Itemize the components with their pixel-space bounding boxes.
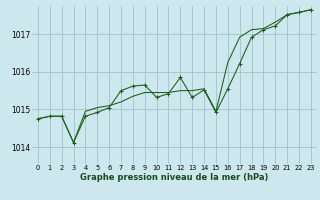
- X-axis label: Graphe pression niveau de la mer (hPa): Graphe pression niveau de la mer (hPa): [80, 173, 268, 182]
